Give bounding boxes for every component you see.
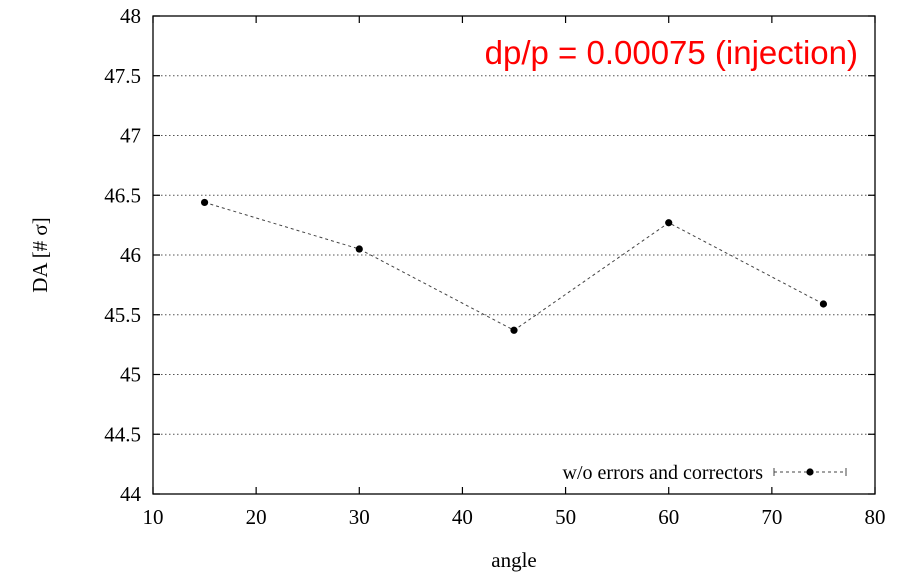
x-tick-label: 60 bbox=[658, 505, 679, 529]
y-tick-label: 47 bbox=[120, 124, 141, 148]
data-point bbox=[819, 300, 828, 308]
x-tick-label: 30 bbox=[349, 505, 370, 529]
x-tick-label: 10 bbox=[143, 505, 164, 529]
y-tick-label: 46.5 bbox=[104, 183, 141, 207]
x-axis-label: angle bbox=[491, 548, 536, 572]
data-point bbox=[355, 245, 363, 253]
legend-label: w/o errors and correctors bbox=[563, 462, 764, 484]
y-tick-label: 48 bbox=[120, 4, 141, 28]
y-tick-label: 47.5 bbox=[104, 64, 141, 88]
x-tick-label: 70 bbox=[761, 505, 782, 529]
axes: 44 44.5 45 45.5 46 46.5 47 47.5 48 10 20 30 40 50 60 70… bbox=[104, 4, 885, 529]
y-tick-label: 44 bbox=[120, 482, 142, 506]
y-tick-label: 46 bbox=[120, 243, 141, 267]
x-tick-label: 80 bbox=[865, 505, 886, 529]
data-point bbox=[665, 219, 673, 227]
x-tick-label: 40 bbox=[452, 505, 473, 529]
grid-lines bbox=[153, 75, 875, 435]
legend-marker bbox=[806, 468, 814, 476]
annotation-label: dp/p = 0.00075 (injection) bbox=[485, 34, 858, 71]
x-tick-label: 50 bbox=[555, 505, 576, 529]
y-axis-label: DA [# σ] bbox=[28, 217, 52, 292]
legend: w/o errors and correctors bbox=[563, 462, 847, 484]
series-line bbox=[204, 201, 824, 331]
data-point bbox=[200, 198, 209, 207]
x-tick-label: 20 bbox=[246, 505, 267, 529]
y-tick-label: 45.5 bbox=[104, 303, 141, 327]
data-series bbox=[200, 198, 828, 334]
y-tick-label: 45 bbox=[120, 363, 141, 387]
y-tick-label: 44.5 bbox=[104, 422, 141, 446]
data-point bbox=[510, 326, 518, 334]
